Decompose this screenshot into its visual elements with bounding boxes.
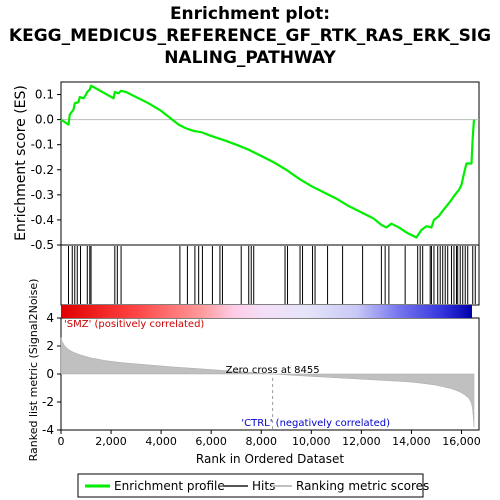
x-tick-label: 4,000 xyxy=(145,435,177,448)
x-tick-label: 6,000 xyxy=(195,435,227,448)
x-tick-label: 14,000 xyxy=(392,435,431,448)
positive-label: 'SMZ' (positively correlated) xyxy=(64,319,204,330)
title-line-2: KEGG_MEDICUS_REFERENCE_GF_RTK_RAS_ERK_SI… xyxy=(9,26,491,46)
es-y-tick-label: -0.4 xyxy=(31,213,54,227)
es-y-axis: 0.1 0.0 -0.1 -0.2 -0.3 -0.4 -0.5 xyxy=(31,88,61,252)
x-tick-label: 16,000 xyxy=(442,435,481,448)
ranking-color-bar xyxy=(61,305,472,318)
metric-y-axis: 4 2 0 -2 -4 xyxy=(42,311,61,437)
legend-label-enrichment: Enrichment profile xyxy=(114,479,225,493)
metric-y-tick-label: 2 xyxy=(46,339,54,353)
es-y-tick-label: -0.1 xyxy=(31,138,54,152)
x-tick-label: 12,000 xyxy=(342,435,381,448)
enrichment-profile-line xyxy=(60,84,476,239)
title-line-1: Enrichment plot: xyxy=(170,4,330,24)
metric-y-axis-label: Ranked list metric (Signal2Noise) xyxy=(27,279,40,462)
es-y-tick-label: -0.5 xyxy=(31,238,54,252)
es-y-axis-label: Enrichment score (ES) xyxy=(13,85,29,241)
x-tick-label: 10,000 xyxy=(292,435,331,448)
es-y-tick-label: 0.0 xyxy=(35,113,54,127)
ranking-metric-series xyxy=(60,337,475,428)
metric-y-tick-label: 0 xyxy=(46,367,54,381)
hits-ticks xyxy=(68,246,476,304)
es-y-tick-label: 0.1 xyxy=(35,88,54,102)
chart-title: Enrichment plot: KEGG_MEDICUS_REFERENCE_… xyxy=(9,4,491,68)
ranking-metric-area xyxy=(60,337,475,428)
es-y-tick-label: -0.2 xyxy=(31,163,54,177)
legend: Enrichment profile Hits Ranking metric s… xyxy=(77,473,429,498)
x-tick-label: 8,000 xyxy=(245,435,277,448)
enrichment-profile-series xyxy=(60,84,476,239)
x-axis: 0 2,000 4,000 6,000 8,000 10,000 12,000 14,000 1… xyxy=(58,430,481,448)
x-axis-label: Rank in Ordered Dataset xyxy=(196,452,344,466)
metric-y-tick-label: -2 xyxy=(42,395,54,409)
hits-panel xyxy=(60,244,480,306)
legend-label-ranking: Ranking metric scores xyxy=(296,479,429,493)
title-line-3: NALING_PATHWAY xyxy=(164,48,336,68)
es-y-tick-label: -0.3 xyxy=(31,188,54,202)
metric-y-tick-label: 4 xyxy=(46,311,54,325)
es-panel xyxy=(60,81,480,246)
x-tick-label: 2,000 xyxy=(95,435,127,448)
legend-label-hits: Hits xyxy=(252,479,275,493)
metric-y-tick-label: -4 xyxy=(42,423,54,437)
negative-label: 'CTRL' (negatively correlated) xyxy=(241,418,390,429)
x-tick-label: 0 xyxy=(58,435,65,448)
zero-cross-label: Zero cross at 8455 xyxy=(226,365,320,376)
legend-box xyxy=(77,473,424,498)
